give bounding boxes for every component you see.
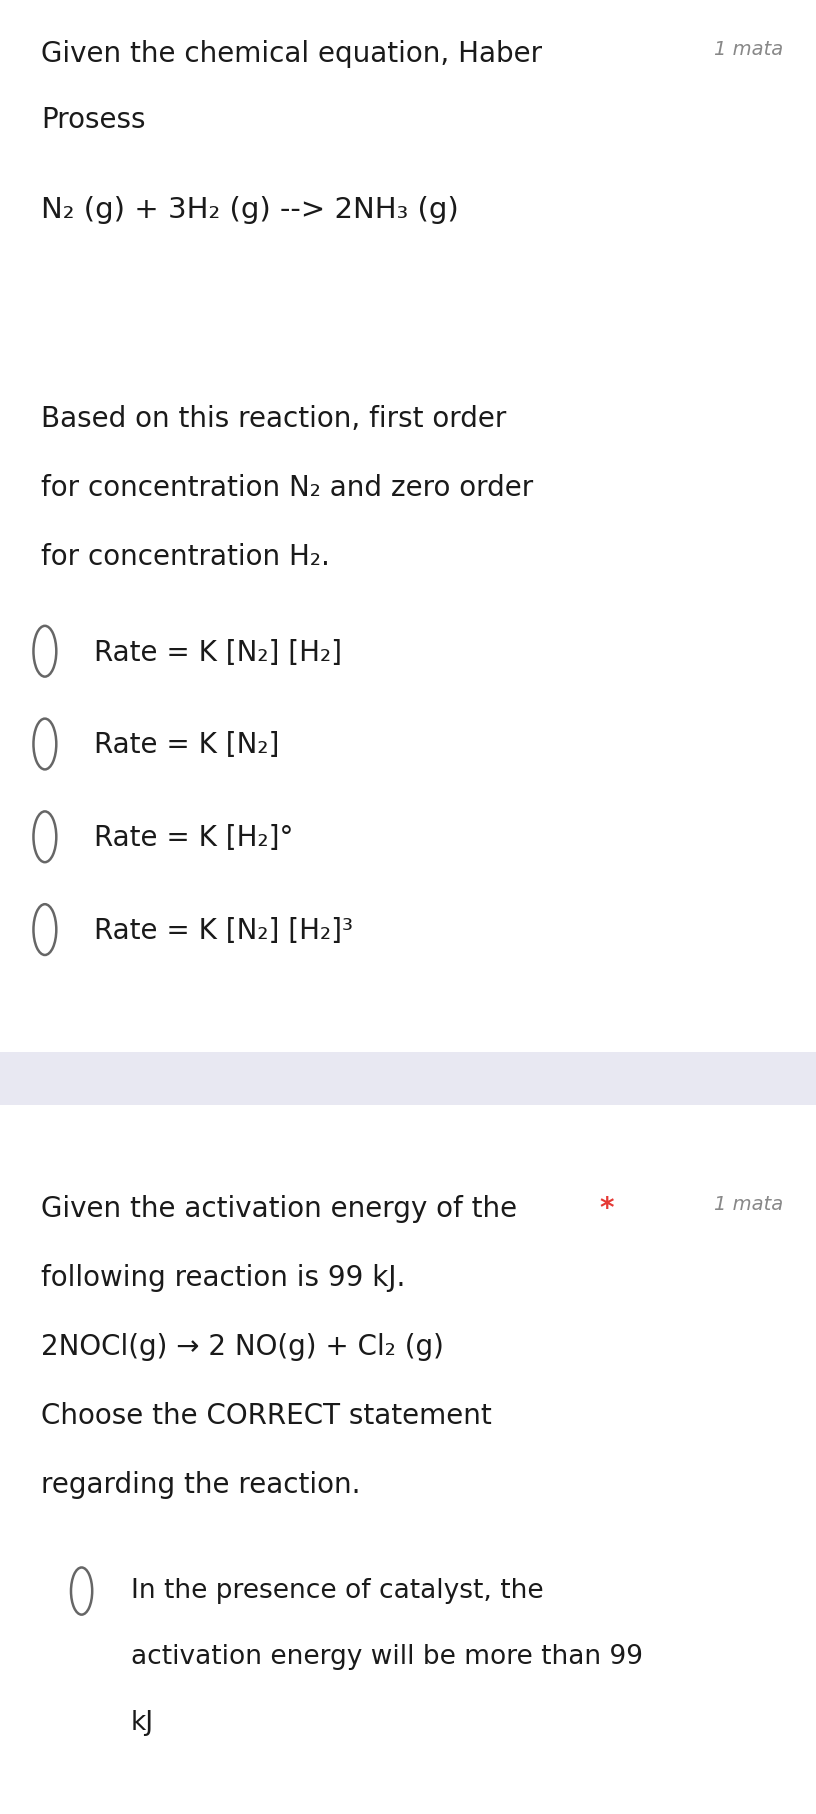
Text: Prosess: Prosess xyxy=(41,105,145,134)
Text: Rate = K [H₂]°: Rate = K [H₂]° xyxy=(94,824,293,853)
Text: Given the chemical equation, Haber: Given the chemical equation, Haber xyxy=(41,40,542,67)
Text: for concentration H₂.: for concentration H₂. xyxy=(41,542,330,571)
Text: Rate = K [N₂]: Rate = K [N₂] xyxy=(94,731,279,760)
Text: 2NOCl(g) → 2 NO(g) + Cl₂ (g): 2NOCl(g) → 2 NO(g) + Cl₂ (g) xyxy=(41,1333,444,1360)
Text: N₂ (g) + 3H₂ (g) --> 2NH₃ (g): N₂ (g) + 3H₂ (g) --> 2NH₃ (g) xyxy=(41,196,459,223)
Text: In the presence of catalyst, the: In the presence of catalyst, the xyxy=(131,1578,543,1604)
Text: 1 mata: 1 mata xyxy=(714,40,783,58)
Text: following reaction is 99 kJ.: following reaction is 99 kJ. xyxy=(41,1264,406,1292)
Text: Given the activation energy of the: Given the activation energy of the xyxy=(41,1195,517,1223)
Text: regarding the reaction.: regarding the reaction. xyxy=(41,1471,361,1498)
Text: *: * xyxy=(600,1195,614,1223)
Text: Based on this reaction, first order: Based on this reaction, first order xyxy=(41,405,506,434)
Text: kJ: kJ xyxy=(131,1711,153,1736)
Text: Rate = K [N₂] [H₂]³: Rate = K [N₂] [H₂]³ xyxy=(94,916,353,945)
Bar xyxy=(0,1052,816,1105)
Text: 1 mata: 1 mata xyxy=(714,1195,783,1214)
Text: Choose the CORRECT statement: Choose the CORRECT statement xyxy=(41,1402,491,1429)
Text: activation energy will be more than 99: activation energy will be more than 99 xyxy=(131,1643,642,1671)
Text: for concentration N₂ and zero order: for concentration N₂ and zero order xyxy=(41,473,533,502)
Text: Rate = K [N₂] [H₂]: Rate = K [N₂] [H₂] xyxy=(94,639,342,666)
